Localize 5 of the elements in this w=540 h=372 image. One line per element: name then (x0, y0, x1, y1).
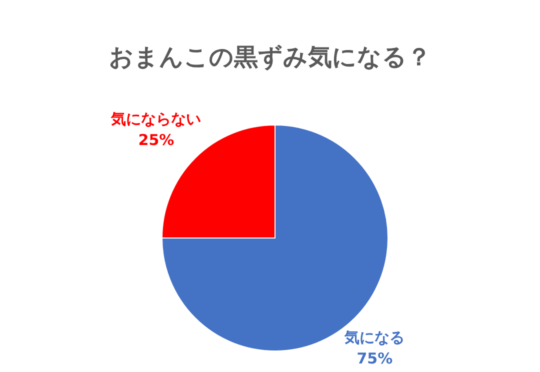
slice-label: 気になる (344, 328, 405, 347)
slice-label: 気にならない (110, 110, 202, 128)
chart-title: おまんこの黒ずみ気になる？ (109, 43, 431, 71)
data-label: 75% (356, 350, 393, 368)
data-label: 25% (138, 131, 174, 150)
